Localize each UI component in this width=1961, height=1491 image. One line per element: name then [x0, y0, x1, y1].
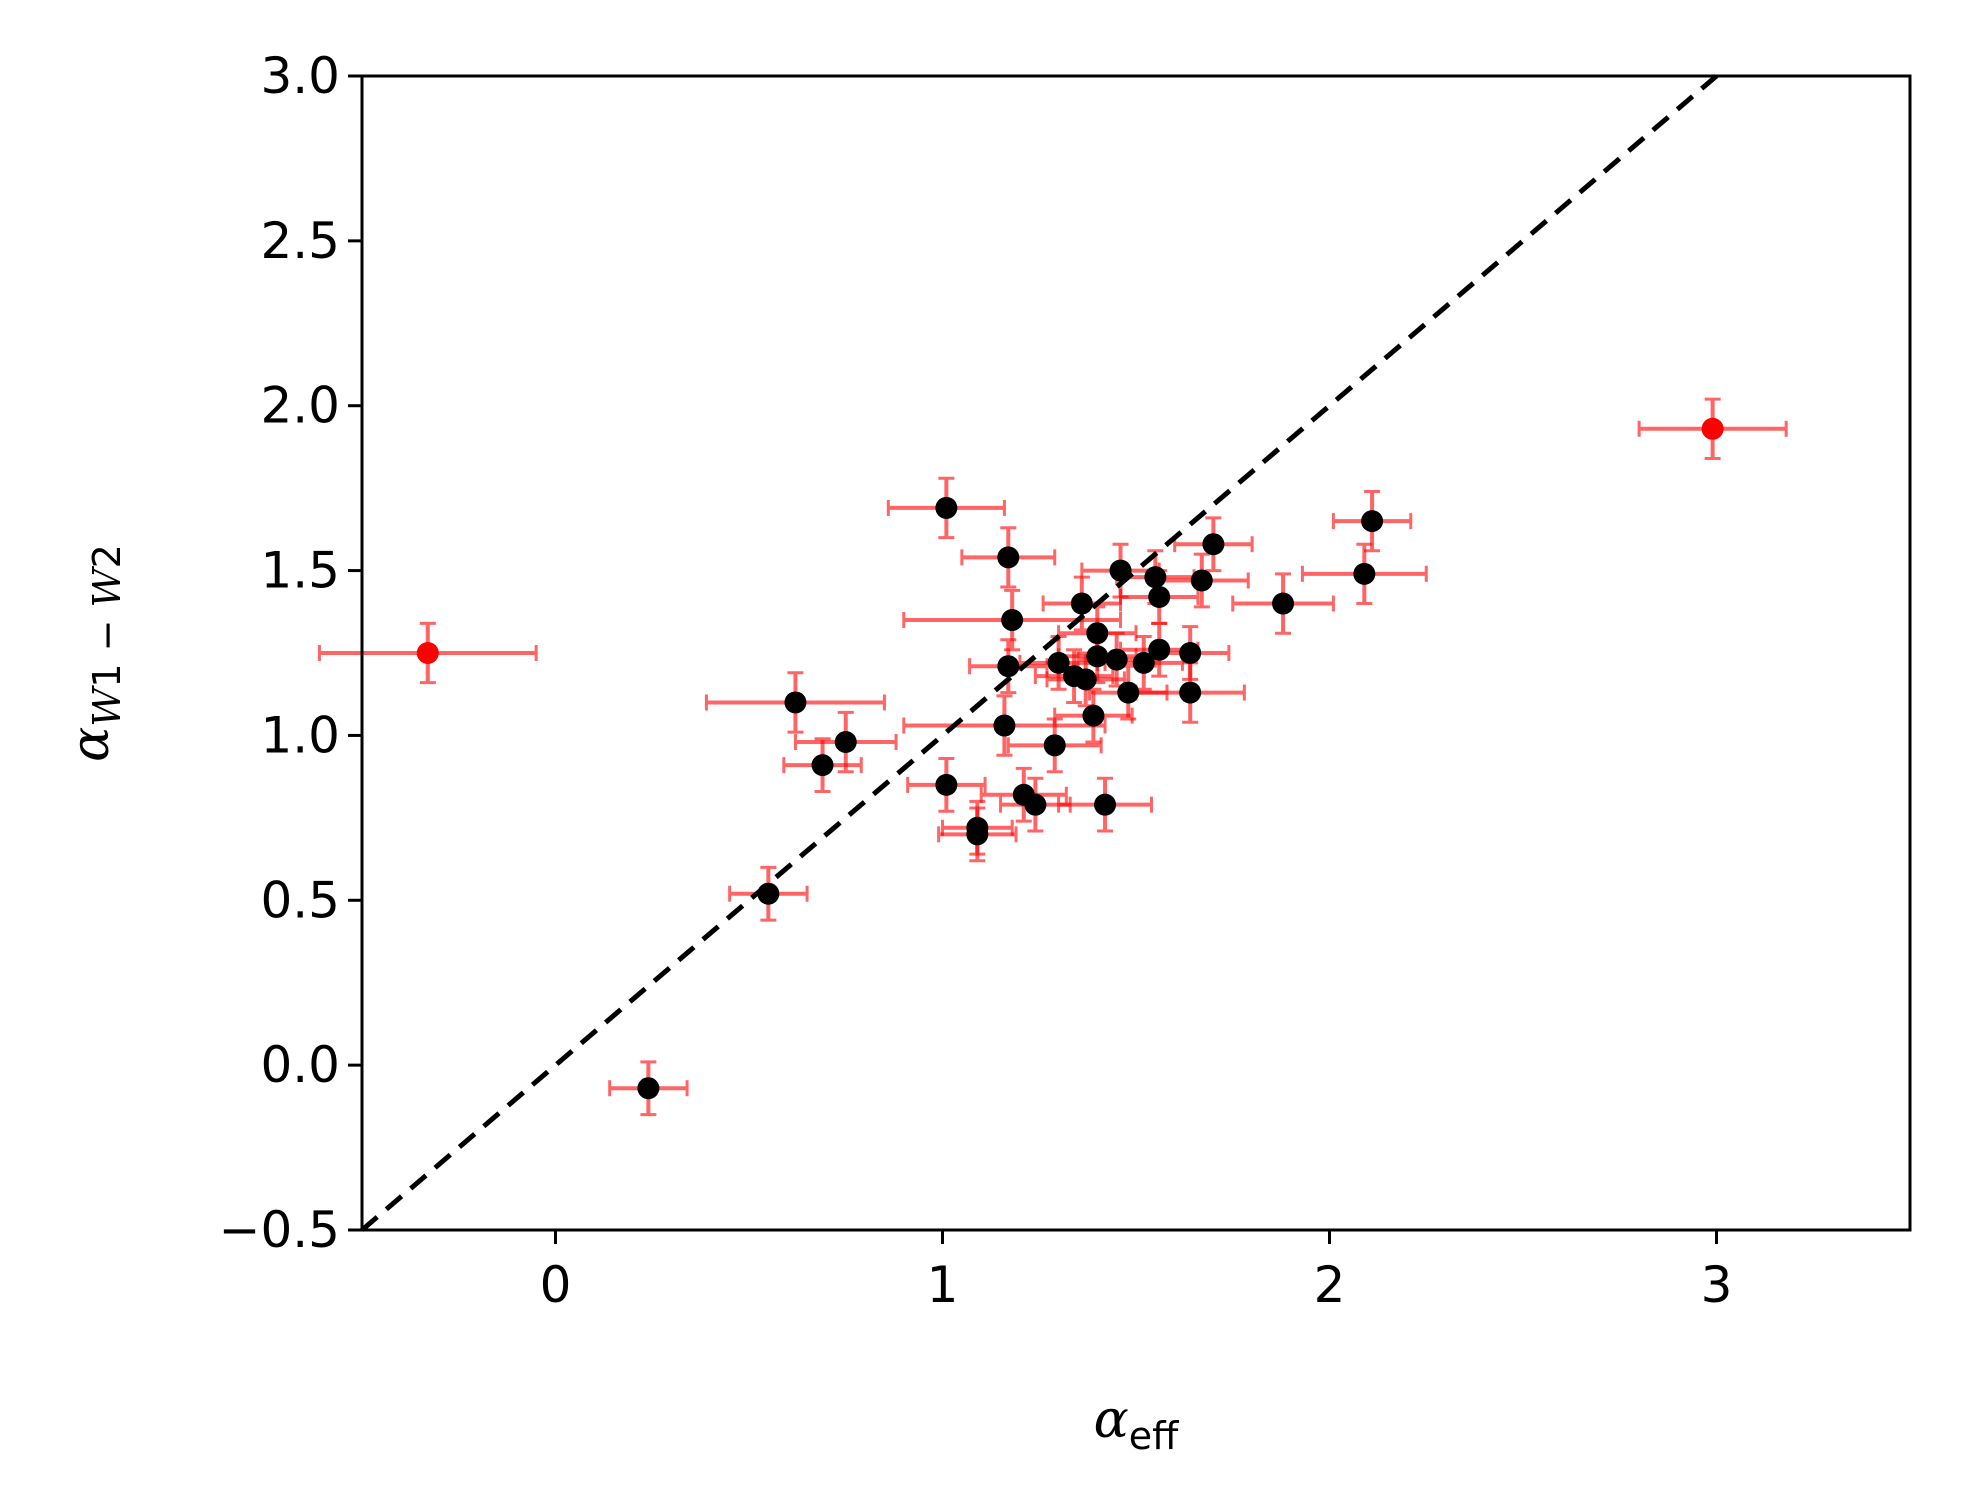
y-tick-label: 0.0 [260, 1036, 340, 1094]
data-point [1070, 592, 1093, 615]
x-tick-label: 3 [1701, 1256, 1733, 1314]
data-point [811, 754, 834, 777]
data-point [1361, 510, 1384, 533]
data-point [1109, 559, 1132, 582]
y-axis-ticks: −0.5 0.0 0.5 1.0 1.5 2.0 2.5 3.0 [219, 47, 362, 1259]
data-point [993, 714, 1016, 737]
data-point [1024, 793, 1047, 816]
data-point [1132, 651, 1155, 674]
y-axis-title-sub-1: 1 [85, 663, 129, 687]
y-axis-title-sub-2: 2 [85, 544, 129, 568]
plot-frame [360, 74, 1912, 1232]
data-point [1353, 562, 1376, 585]
x-axis-ticks: 0 1 2 3 [540, 1230, 1733, 1314]
data-point [1105, 648, 1128, 671]
data-point [1086, 622, 1109, 645]
error-bars [317, 397, 1788, 1117]
y-tick-label: 3.0 [260, 47, 340, 105]
y-axis-title-sub-w2: W [85, 565, 129, 607]
data-point [1179, 681, 1202, 704]
data-point [1190, 569, 1213, 592]
data-point [1117, 681, 1140, 704]
y-tick-label: −0.5 [219, 1201, 340, 1259]
x-axis-title: αeff [1094, 1390, 1180, 1458]
data-point [997, 546, 1020, 569]
data-point [1272, 592, 1295, 615]
reference-line-group [360, 74, 1719, 1232]
outlier-point [1701, 417, 1724, 440]
y-tick-label: 2.5 [260, 212, 340, 270]
reference-line [360, 74, 1719, 1232]
data-point [1179, 642, 1202, 664]
data-point [834, 731, 857, 754]
data-point [1074, 668, 1097, 691]
data-point [966, 823, 989, 846]
data-point [1148, 585, 1171, 608]
data-point [1144, 566, 1167, 589]
data-point [997, 655, 1020, 678]
data-point [1043, 734, 1066, 757]
y-axis-title-sub-w1: W [85, 685, 129, 727]
x-tick-label: 2 [1314, 1256, 1346, 1314]
y-tick-label: 0.5 [260, 871, 340, 929]
x-axis-title-subscript: eff [1129, 1414, 1179, 1458]
data-point [1148, 638, 1171, 661]
x-tick-label: 1 [927, 1256, 959, 1314]
data-point [784, 691, 807, 714]
data-point [935, 496, 958, 519]
data-point [757, 882, 780, 905]
y-axis-title-main: α [61, 727, 121, 762]
y-tick-label: 2.0 [260, 377, 340, 435]
data-point [1082, 704, 1105, 727]
y-axis-title: αW1 − W2 [61, 544, 129, 762]
data-point [1086, 645, 1109, 668]
data-point [1202, 533, 1225, 556]
y-tick-label: 1.0 [260, 706, 340, 764]
data-point [1047, 651, 1070, 674]
data-points [416, 417, 1724, 1100]
data-point [935, 773, 958, 796]
x-axis-title-main: α [1094, 1390, 1129, 1450]
outlier-point [416, 642, 439, 664]
x-tick-label: 0 [540, 1256, 572, 1314]
data-point [1094, 793, 1117, 816]
data-point [1001, 609, 1024, 632]
data-point [637, 1077, 660, 1100]
y-axis-title-sub-minus: − [85, 607, 129, 663]
y-tick-label: 1.5 [260, 542, 340, 600]
